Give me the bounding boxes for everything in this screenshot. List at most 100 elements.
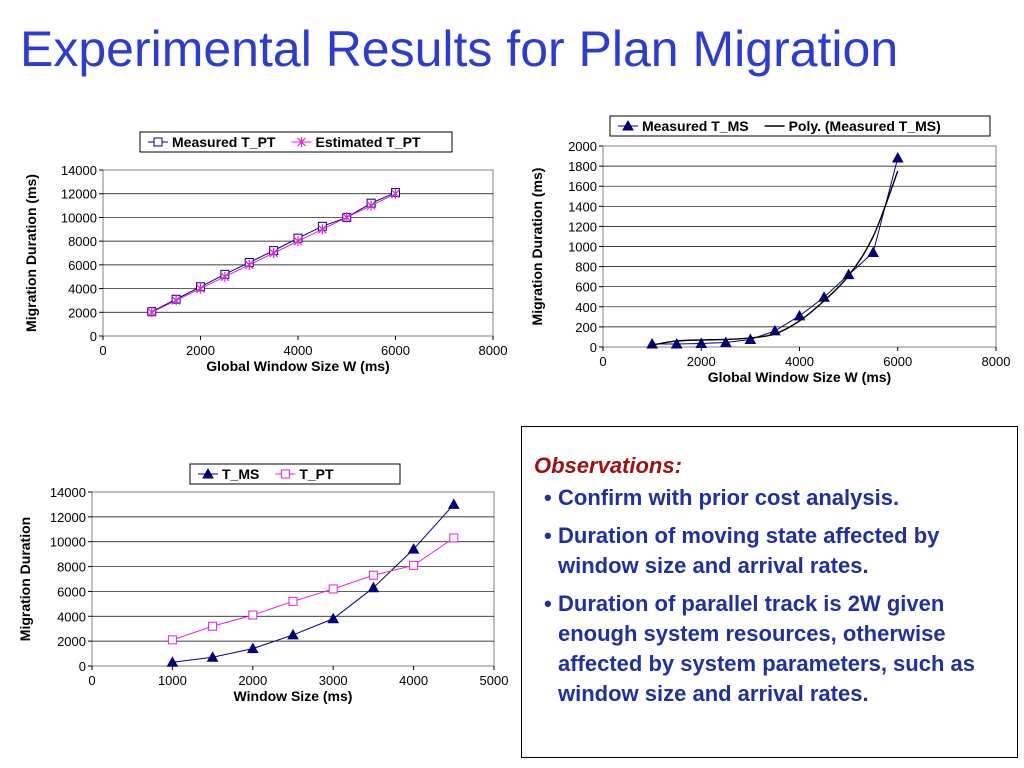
data-point — [167, 635, 177, 645]
observation-item: • Duration of moving state affected by wi… — [534, 521, 1003, 581]
y-tick-label: 2000 — [57, 634, 86, 649]
data-point — [695, 337, 708, 348]
observations-heading: Observations: — [534, 453, 682, 478]
observation-text: Confirm with prior cost analysis. — [558, 485, 900, 510]
series-2 — [167, 533, 459, 645]
y-axis-title: Migration Duration — [17, 517, 33, 641]
y-tick-label: 200 — [575, 320, 597, 335]
data-point — [719, 336, 732, 347]
trendline — [652, 170, 899, 346]
data-point — [317, 224, 327, 235]
y-tick-label: 1600 — [568, 179, 597, 194]
x-tick-label: 6000 — [883, 354, 912, 369]
data-point — [670, 337, 683, 349]
chart-ms-vs-pt: 0 2000 4000 6000 8000 10000 12000 14000 0 1000 200… — [17, 463, 509, 704]
bullet-icon: • — [544, 591, 552, 616]
legend-label: Measured T_PT — [172, 134, 276, 150]
y-tick-label: 6000 — [68, 258, 97, 273]
data-point — [328, 584, 338, 594]
y-tick-label: 8000 — [68, 234, 97, 249]
data-point — [208, 621, 218, 631]
x-tick-label: 2000 — [186, 343, 215, 358]
legend: Measured T_PT Estimated T_PT — [139, 131, 453, 153]
data-point — [269, 248, 279, 258]
slide-title: Experimental Results for Plan Migration — [20, 21, 899, 77]
legend-marker — [297, 137, 306, 147]
x-tick-label: 4000 — [284, 343, 313, 358]
data-point — [246, 642, 259, 654]
x-tick-label: 5000 — [480, 673, 509, 688]
legend: T_MS T_PT — [189, 463, 401, 485]
data-point — [171, 295, 181, 306]
x-tick-label: 0 — [599, 354, 606, 369]
x-tick-label: 4000 — [785, 354, 814, 369]
data-point — [744, 333, 757, 344]
legend-label: T_MS — [222, 466, 259, 482]
y-tick-label: 4000 — [68, 282, 97, 297]
observation-text: Duration of moving state affected by win… — [558, 523, 940, 578]
data-point — [646, 337, 658, 349]
observation-text: Duration of parallel track is 2W given e… — [558, 591, 975, 706]
data-point — [449, 533, 459, 543]
y-tick-label: 2000 — [68, 305, 97, 320]
legend-box — [609, 115, 991, 137]
y-tick-label: 10000 — [50, 535, 86, 550]
y-tick-label: 800 — [575, 260, 597, 275]
y-tick-label: 2000 — [568, 139, 597, 154]
observation-item: • Confirm with prior cost analysis. — [534, 483, 1003, 513]
y-tick-label: 8000 — [57, 560, 86, 575]
y-tick-label: 4000 — [57, 609, 86, 624]
data-point — [147, 307, 157, 318]
data-point — [342, 212, 352, 223]
series-line — [172, 504, 455, 663]
y-tick-label: 1000 — [568, 240, 597, 255]
y-tick-label: 14000 — [61, 163, 97, 178]
data-point — [447, 498, 460, 509]
legend-marker — [202, 467, 214, 479]
x-tick-label: 2000 — [687, 354, 716, 369]
x-tick-label: 0 — [99, 343, 106, 358]
x-tick-label: 1000 — [158, 673, 187, 688]
data-point — [842, 268, 855, 280]
data-point — [244, 259, 254, 270]
y-tick-label: 1400 — [568, 199, 597, 214]
y-tick-label: 0 — [590, 340, 597, 355]
x-axis-title: Global Window Size W (ms) — [206, 358, 389, 374]
bullet-icon: • — [544, 485, 552, 510]
y-tick-label: 600 — [575, 280, 597, 295]
y-tick-label: 1800 — [568, 159, 597, 174]
x-tick-label: 8000 — [982, 354, 1011, 369]
series-line — [172, 537, 455, 641]
y-tick-label: 10000 — [61, 210, 97, 225]
data-point — [206, 651, 219, 662]
series-1 — [646, 152, 904, 349]
y-tick-label: 12000 — [50, 510, 86, 525]
observations-list: • Confirm with prior cost analysis. • Dura… — [534, 483, 1003, 709]
y-axis-title: Migration Duration (ms) — [529, 168, 545, 326]
data-point — [366, 200, 376, 211]
x-tick-label: 3000 — [319, 673, 348, 688]
data-point — [367, 581, 380, 593]
x-axis-title: Window Size (ms) — [234, 688, 353, 704]
legend-label: Estimated T_PT — [315, 134, 420, 150]
legend: Measured T_MS Poly. (Measured T_MS) — [609, 115, 991, 137]
y-tick-label: 0 — [79, 659, 86, 674]
plot-area — [91, 491, 495, 667]
y-axis-title: Migration Duration (ms) — [23, 174, 39, 332]
data-point — [391, 188, 400, 199]
legend-marker — [153, 137, 163, 147]
x-tick-label: 2000 — [238, 673, 267, 688]
x-tick-label: 4000 — [399, 673, 428, 688]
chart-pt-comparison: 0 2000 4000 6000 8000 10000 12000 14000 0 2000 400… — [23, 131, 508, 374]
x-tick-label: 6000 — [381, 343, 410, 358]
data-point — [867, 246, 880, 258]
bullet-icon: • — [544, 523, 552, 548]
y-tick-label: 0 — [90, 329, 97, 344]
legend-marker — [622, 119, 634, 131]
data-point — [409, 560, 419, 570]
x-tick-label: 8000 — [479, 343, 508, 358]
plot-area — [102, 169, 494, 337]
data-point — [891, 152, 904, 163]
legend-label: Measured T_MS — [642, 118, 749, 134]
y-tick-label: 14000 — [50, 485, 86, 500]
